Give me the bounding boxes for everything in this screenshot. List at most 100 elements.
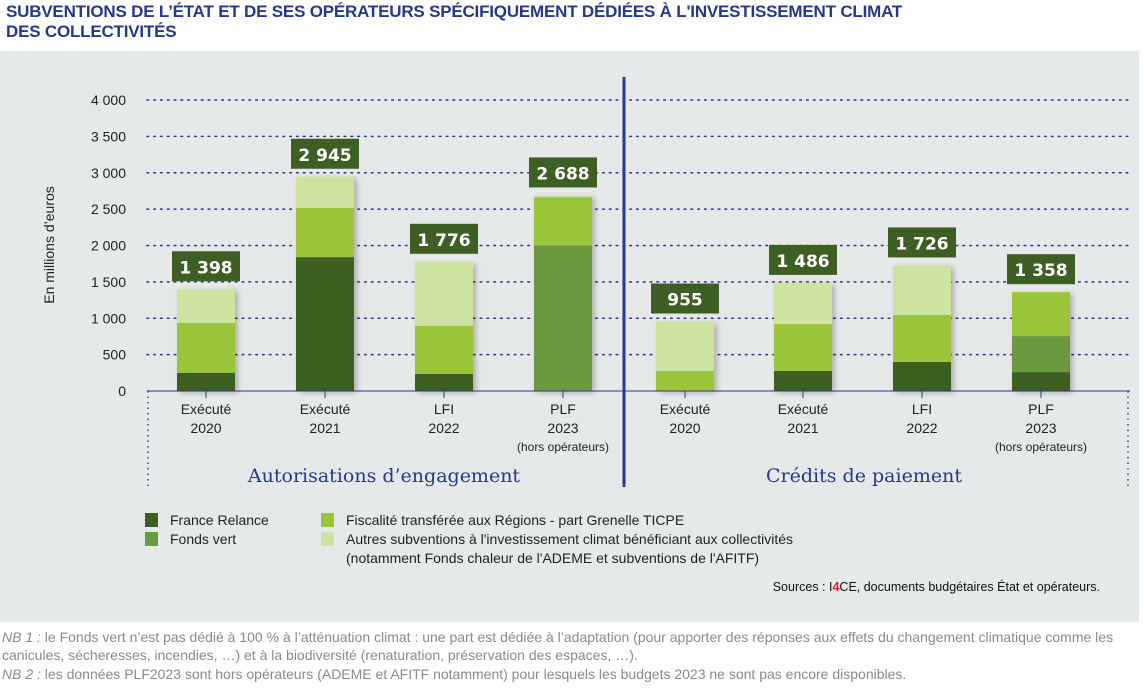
x-axis: Exécuté 2020 Exécuté 2021 LFI 2022 PLF 2023 (hor… — [147, 77, 1130, 490]
x-category-line2: 2023 — [547, 420, 578, 436]
x-category-line1: PLF — [550, 401, 576, 417]
y-tick-label: 0 — [118, 383, 126, 399]
bar-stack — [177, 289, 235, 391]
y-tick-label: 500 — [103, 347, 127, 363]
bar-segment-autres — [177, 289, 235, 323]
bar-stack — [893, 265, 951, 391]
total-label-box — [1007, 254, 1075, 285]
bar-segment-fiscalite — [177, 322, 235, 373]
bars: 1 398 2 945 1 776 2 688 955 1 486 1 726 1 358 — [172, 138, 1075, 391]
y-tick-label: 4 000 — [91, 92, 126, 108]
x-category-line2: 2022 — [428, 420, 459, 436]
bar-segment-fiscalite — [296, 208, 354, 258]
bar-segment-autres — [415, 261, 473, 326]
total-label-box — [172, 251, 240, 282]
sources-highlight: 4 — [832, 580, 840, 594]
bar-stack — [534, 195, 592, 391]
bar-segment-fiscalite — [656, 370, 714, 391]
y-tick-label: 2 500 — [91, 201, 126, 217]
total-label-box — [769, 244, 837, 275]
x-category-line1: Exécuté — [181, 401, 232, 417]
total-label-box — [529, 157, 597, 188]
legend-swatch-france-relance — [145, 513, 158, 527]
footnotes: NB 1 : le Fonds vert n’est pas dédié à 1… — [2, 628, 1144, 684]
bar-stack — [296, 176, 354, 391]
sources: Sources : I4CE, documents budgétaires Ét… — [700, 580, 1100, 594]
legend-fiscalite: Fiscalité transférée aux Régions - part … — [321, 511, 684, 529]
chart-title-line2: DES COLLECTIVITÉS — [6, 22, 177, 41]
y-axis-label: En millions d’euros — [41, 186, 57, 304]
total-label: 955 — [667, 291, 703, 311]
legend-label-autres-line2: (notamment Fonds chaleur de l'ADEME et s… — [346, 550, 760, 566]
note-2-label: NB 2 : — [2, 666, 41, 682]
legend-label-fiscalite: Fiscalité transférée aux Régions - part … — [346, 512, 685, 528]
bar-segment-fiscalite — [774, 324, 832, 371]
legend-swatch-autres — [321, 532, 334, 546]
bar-segment-france-relance — [893, 361, 951, 391]
bar-stack — [1012, 292, 1070, 391]
sources-prefix: Sources : I — [772, 580, 833, 594]
legend-swatch-fiscalite — [321, 513, 334, 527]
bar-segment-autres — [534, 195, 592, 198]
total-label: 1 776 — [417, 231, 470, 251]
legend-france-relance: France Relance — [145, 511, 269, 529]
x-category-line2: 2023 — [1025, 420, 1056, 436]
note-1-text: le Fonds vert n’est pas dédié à 100 % à … — [2, 629, 1114, 663]
bar-segment-fiscalite — [534, 197, 592, 246]
total-label-box — [291, 138, 359, 169]
bar-segment-fonds-vert — [1012, 336, 1070, 373]
total-label: 1 398 — [179, 258, 232, 278]
bar-segment-france-relance — [415, 373, 473, 391]
group-label: Crédits de paiement — [766, 465, 962, 487]
x-category-line3: (hors opérateurs) — [995, 440, 1087, 454]
note-1: NB 1 : le Fonds vert n’est pas dédié à 1… — [2, 628, 1144, 664]
bar-segment-fiscalite — [415, 325, 473, 374]
total-label-box — [888, 227, 956, 258]
y-tick-label: 3 500 — [91, 128, 126, 144]
note-2: NB 2 : les données PLF2023 sont hors opé… — [2, 665, 1144, 683]
y-tick-label: 2 000 — [91, 238, 126, 254]
x-category-line3: (hors opérateurs) — [517, 440, 609, 454]
bar-stack — [415, 261, 473, 391]
x-category-line2: 2020 — [669, 420, 700, 436]
total-label: 2 688 — [536, 164, 589, 184]
y-tick-label: 1 000 — [91, 310, 126, 326]
gridlines — [146, 99, 1131, 356]
y-tick-label: 1 500 — [91, 274, 126, 290]
bar-segment-autres — [296, 176, 354, 209]
sources-suffix: CE, documents budgétaires État et opérat… — [839, 580, 1100, 594]
legend-fonds-vert: Fonds vert — [145, 530, 236, 548]
bar-segment-france-relance — [177, 372, 235, 391]
bar-segment-france-relance — [296, 257, 354, 391]
chart-title: SUBVENTIONS DE L’ÉTAT ET DE SES OPÉRATEU… — [6, 2, 1136, 42]
x-category-line1: PLF — [1028, 401, 1054, 417]
x-category-line2: 2021 — [787, 420, 818, 436]
x-category-line1: Exécuté — [660, 401, 711, 417]
total-label-box — [651, 283, 719, 314]
total-label: 1 486 — [776, 252, 829, 272]
bar-segment-france-relance — [774, 370, 832, 391]
bar-segment-autres — [656, 321, 714, 371]
y-tick-label: 3 000 — [91, 165, 126, 181]
x-category-line2: 2020 — [190, 420, 221, 436]
total-label-box — [410, 223, 478, 254]
group-label: Autorisations d’engagement — [247, 465, 521, 487]
bar-segment-autres — [893, 265, 951, 315]
legend-label-fonds-vert: Fonds vert — [170, 531, 237, 547]
legend-swatch-fonds-vert — [145, 532, 158, 546]
x-category-line1: LFI — [912, 401, 932, 417]
total-label: 1 358 — [1014, 261, 1067, 281]
group-labels: Autorisations d’engagement Crédits de pai… — [247, 465, 962, 487]
total-label: 1 726 — [895, 234, 948, 254]
x-category-line2: 2021 — [309, 420, 340, 436]
bar-segment-fonds-vert — [534, 245, 592, 391]
chart-title-line1: SUBVENTIONS DE L’ÉTAT ET DE SES OPÉRATEU… — [6, 2, 903, 21]
legend-autres: Autres subventions à l'investissement cl… — [321, 530, 793, 567]
bar-segment-autres — [774, 282, 832, 325]
bar-stack — [774, 282, 832, 391]
legend-label-france-relance: France Relance — [170, 512, 269, 528]
note-2-text: les données PLF2023 sont hors opérateurs… — [40, 666, 907, 682]
y-axis: 0 500 1 000 1 500 2 000 2 500 3 000 3 500 4 000 — [91, 92, 126, 399]
note-1-label: NB 1 : — [2, 629, 41, 645]
